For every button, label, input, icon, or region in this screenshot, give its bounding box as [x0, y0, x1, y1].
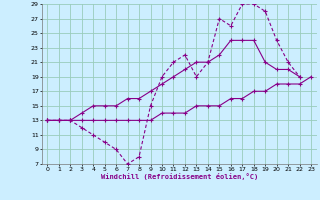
X-axis label: Windchill (Refroidissement éolien,°C): Windchill (Refroidissement éolien,°C) — [100, 173, 258, 180]
